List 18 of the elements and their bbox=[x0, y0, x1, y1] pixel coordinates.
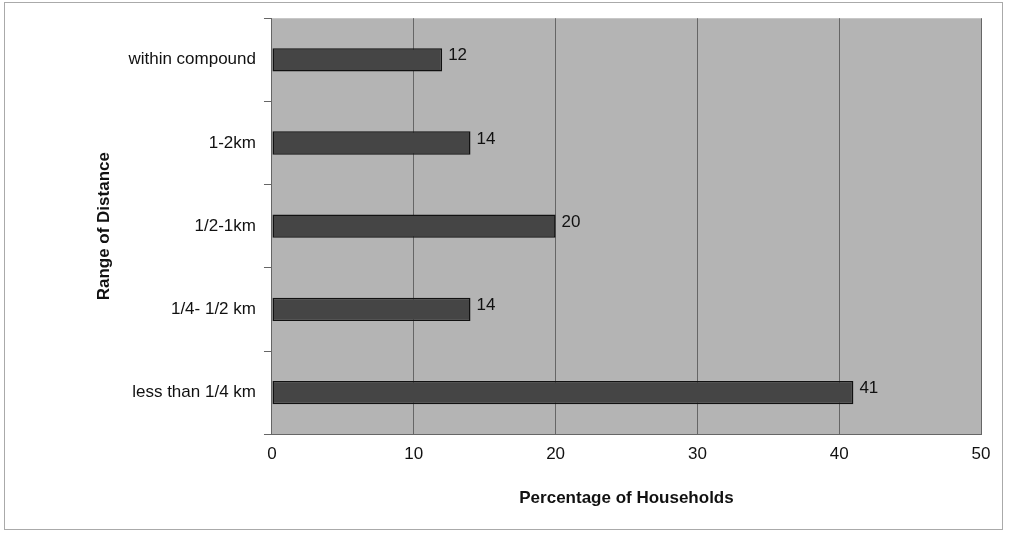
data-label: 14 bbox=[476, 295, 496, 315]
x-tick-label: 30 bbox=[687, 444, 707, 464]
x-tick-label: 10 bbox=[404, 444, 424, 464]
x-axis-title: Percentage of Households bbox=[519, 488, 734, 508]
y-tick-label: 1-2km bbox=[208, 132, 256, 152]
data-label: 14 bbox=[476, 128, 496, 148]
data-label: 41 bbox=[859, 378, 879, 398]
y-tick-label: 1/4- 1/2 km bbox=[170, 299, 256, 319]
y-tick-label: within compound bbox=[127, 49, 256, 69]
data-label: 20 bbox=[561, 211, 581, 231]
x-tick-label: 20 bbox=[546, 444, 566, 464]
x-tick-label: 40 bbox=[829, 444, 849, 464]
data-label: 12 bbox=[448, 45, 468, 65]
x-tick-label: 50 bbox=[971, 444, 991, 464]
y-tick-label: less than 1/4 km bbox=[132, 382, 256, 402]
y-axis-title: Range of Distance bbox=[93, 152, 113, 301]
y-tick-label: 1/2-1km bbox=[194, 215, 256, 235]
x-tick-label: 0 bbox=[267, 444, 277, 464]
